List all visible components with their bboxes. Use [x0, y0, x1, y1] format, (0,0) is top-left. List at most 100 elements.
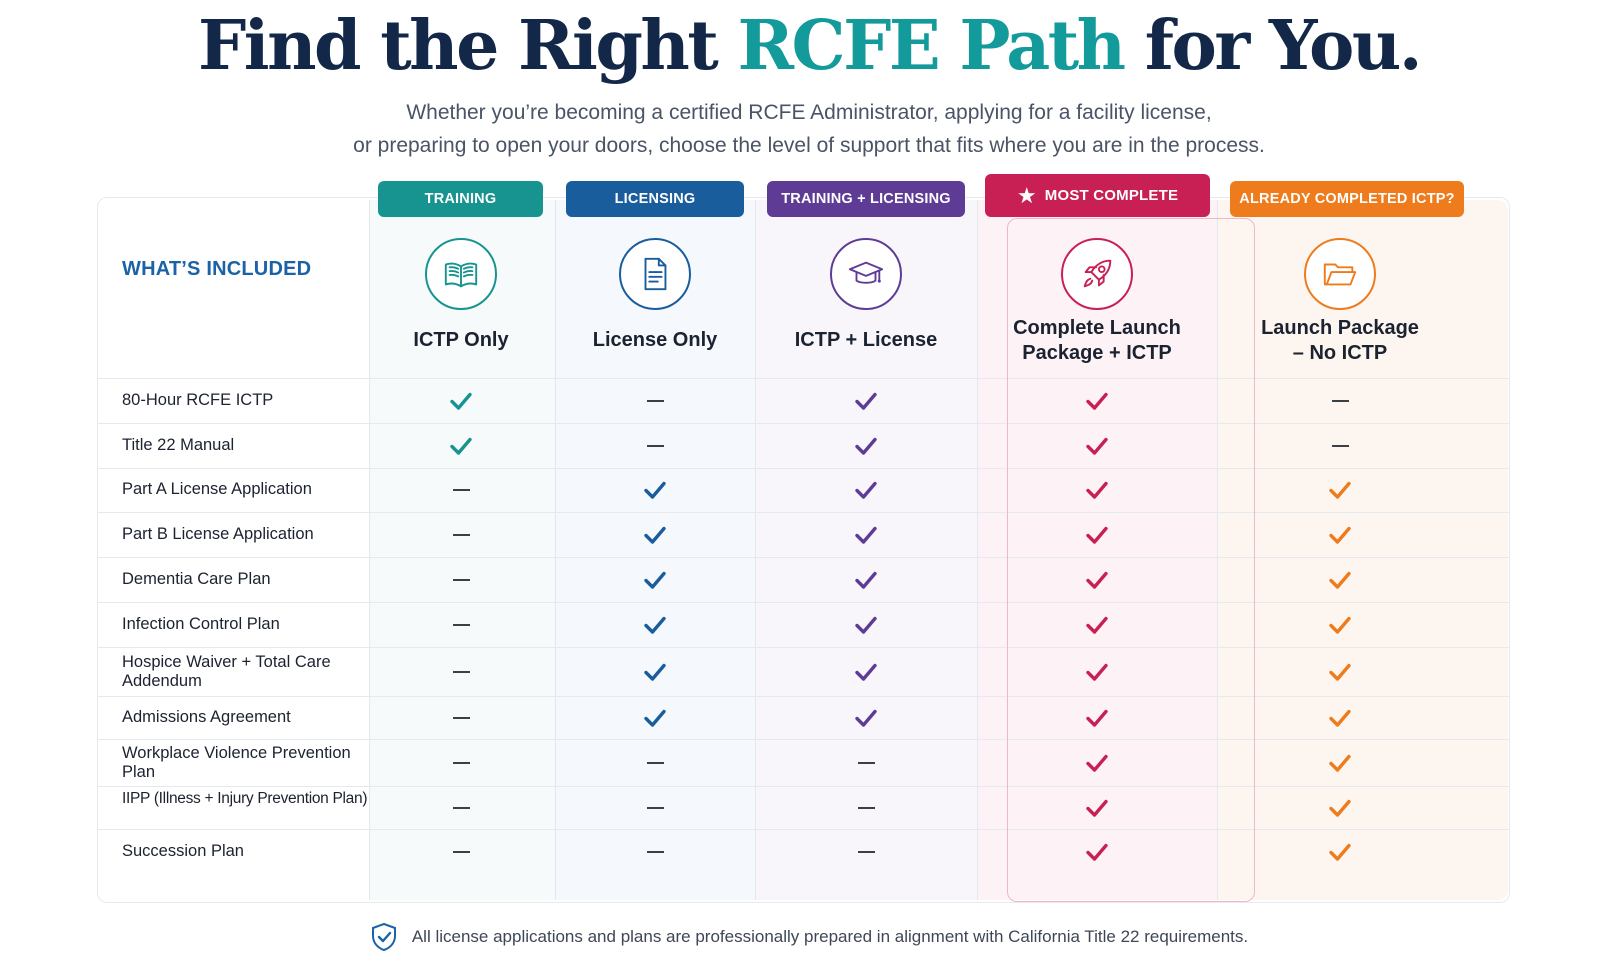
dash-icon [453, 850, 470, 853]
check-icon [1083, 611, 1111, 639]
dash-icon [1332, 399, 1349, 402]
check-icon [641, 476, 669, 504]
check-icon [1326, 521, 1354, 549]
check-icon [852, 611, 880, 639]
feature-label: Hospice Waiver + Total Care Addendum [122, 652, 331, 690]
check-icon [1326, 749, 1354, 777]
check-icon [641, 658, 669, 686]
dash-icon [647, 761, 664, 764]
title-part2: for You. [1123, 6, 1423, 86]
plan-tag-3: ★ MOST COMPLETE [985, 174, 1210, 217]
check-icon [641, 611, 669, 639]
plan-column-bg [755, 200, 977, 900]
feature-label: IIPP (Illness + Injury Prevention Plan) [122, 789, 368, 807]
folder-icon [1304, 238, 1376, 310]
dash-icon [453, 489, 470, 491]
plan-tag-0: TRAINING [378, 181, 543, 217]
check-icon [1083, 566, 1111, 594]
row-divider [98, 739, 1509, 740]
check-icon [1326, 566, 1354, 594]
feature-label: Part B License Application [122, 524, 314, 543]
plan-column-bg [555, 200, 755, 900]
feature-label: Admissions Agreement [122, 707, 291, 726]
dash-icon [858, 850, 875, 853]
check-icon [447, 387, 475, 415]
check-icon [1083, 749, 1111, 777]
check-icon [852, 704, 880, 732]
dash-icon [453, 670, 470, 673]
feature-label: Dementia Care Plan [122, 569, 271, 588]
plan-name-2: ICTP + License [746, 328, 986, 353]
title-part1: Find the Right [197, 6, 738, 86]
row-divider [98, 829, 1509, 830]
title-accent: RCFE Path [737, 6, 1126, 86]
dash-icon [858, 761, 875, 764]
check-icon [852, 432, 880, 460]
plan-tag-1: LICENSING [566, 181, 744, 217]
plan-name-line-1: Launch Package [1261, 317, 1419, 339]
row-divider [98, 468, 1509, 469]
dash-icon [453, 716, 470, 719]
check-icon [1083, 794, 1111, 822]
star-icon: ★ [1016, 182, 1037, 208]
dash-icon [647, 806, 664, 809]
dash-icon [453, 806, 470, 809]
check-icon [641, 566, 669, 594]
check-icon [1326, 476, 1354, 504]
plan-column-bg [1217, 200, 1508, 900]
plan-name-line-1: ICTP Only [413, 329, 509, 351]
feature-label: Title 22 Manual [122, 435, 235, 454]
column-divider [977, 200, 978, 900]
check-icon [1083, 704, 1111, 732]
plan-name-line-2: – No ICTP [1292, 342, 1388, 364]
plan-tag-2: TRAINING + LICENSING [767, 181, 965, 217]
plan-name-line-2: Package + ICTP [1022, 342, 1172, 364]
check-icon [1083, 838, 1111, 866]
dash-icon [453, 761, 470, 764]
check-icon [1083, 476, 1111, 504]
check-icon [1326, 794, 1354, 822]
plan-tag-label: TRAINING + LICENSING [781, 191, 951, 207]
plan-column-bg [369, 200, 555, 900]
check-icon [1326, 704, 1354, 732]
dash-icon [453, 533, 470, 536]
shield-check-icon [371, 922, 396, 952]
column-divider [369, 200, 370, 900]
plan-tag-label: ALREADY COMPLETED ICTP? [1239, 191, 1455, 207]
row-divider [98, 378, 1509, 379]
feature-label: Part A License Application [122, 480, 312, 498]
check-icon [852, 476, 880, 504]
row-divider [98, 647, 1509, 648]
plan-tag-label: TRAINING [424, 191, 497, 207]
check-icon [1326, 611, 1354, 639]
row-divider [98, 423, 1509, 424]
document-icon [619, 238, 691, 310]
graduation-cap-icon [830, 238, 902, 310]
check-icon [1083, 521, 1111, 549]
plan-name-1: License Only [535, 328, 775, 353]
check-icon [852, 387, 880, 415]
plan-tag-4: ALREADY COMPLETED ICTP? [1230, 181, 1464, 217]
row-divider [98, 696, 1509, 697]
dash-icon [647, 399, 664, 402]
check-icon [1083, 387, 1111, 415]
dash-icon [647, 850, 664, 853]
subtitle-line-2: or preparing to open your doors, choose … [353, 134, 1265, 157]
check-icon [1326, 838, 1354, 866]
dash-icon [453, 623, 470, 626]
feature-label: Infection Control Plan [122, 614, 280, 633]
check-icon [1083, 658, 1111, 686]
dash-icon [858, 806, 875, 809]
most-complete-highlight [1007, 218, 1255, 902]
feature-label: Succession Plan [122, 841, 244, 860]
check-icon [1326, 658, 1354, 686]
check-icon [852, 658, 880, 686]
rocket-icon [1061, 238, 1133, 310]
plan-name-line-1: License Only [592, 329, 718, 351]
row-divider [98, 557, 1509, 558]
check-icon [852, 566, 880, 594]
check-icon [1083, 432, 1111, 460]
row-divider [98, 512, 1509, 513]
book-icon [425, 238, 497, 310]
plan-column-bg [977, 200, 1217, 900]
